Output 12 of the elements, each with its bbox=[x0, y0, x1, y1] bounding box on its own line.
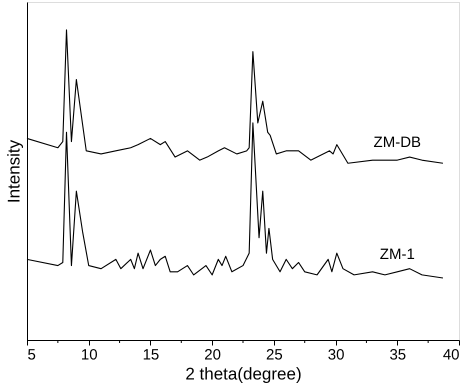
y-axis-title: Intensity bbox=[4, 139, 24, 204]
x-tick-label: 5 bbox=[28, 346, 36, 364]
series-label: ZM-DB bbox=[374, 134, 422, 152]
x-tick-label: 20 bbox=[204, 346, 221, 364]
x-tick-label: 25 bbox=[266, 346, 283, 364]
x-tick-label: 15 bbox=[142, 346, 160, 364]
x-axis-title: 2 theta(degree) bbox=[185, 364, 302, 384]
series-label: ZM-1 bbox=[380, 246, 415, 263]
x-tick-label: 30 bbox=[328, 346, 344, 364]
x-tick-label: 35 bbox=[389, 346, 406, 364]
x-tick-label: 40 bbox=[442, 346, 460, 364]
x-tick-label: 10 bbox=[80, 346, 98, 364]
